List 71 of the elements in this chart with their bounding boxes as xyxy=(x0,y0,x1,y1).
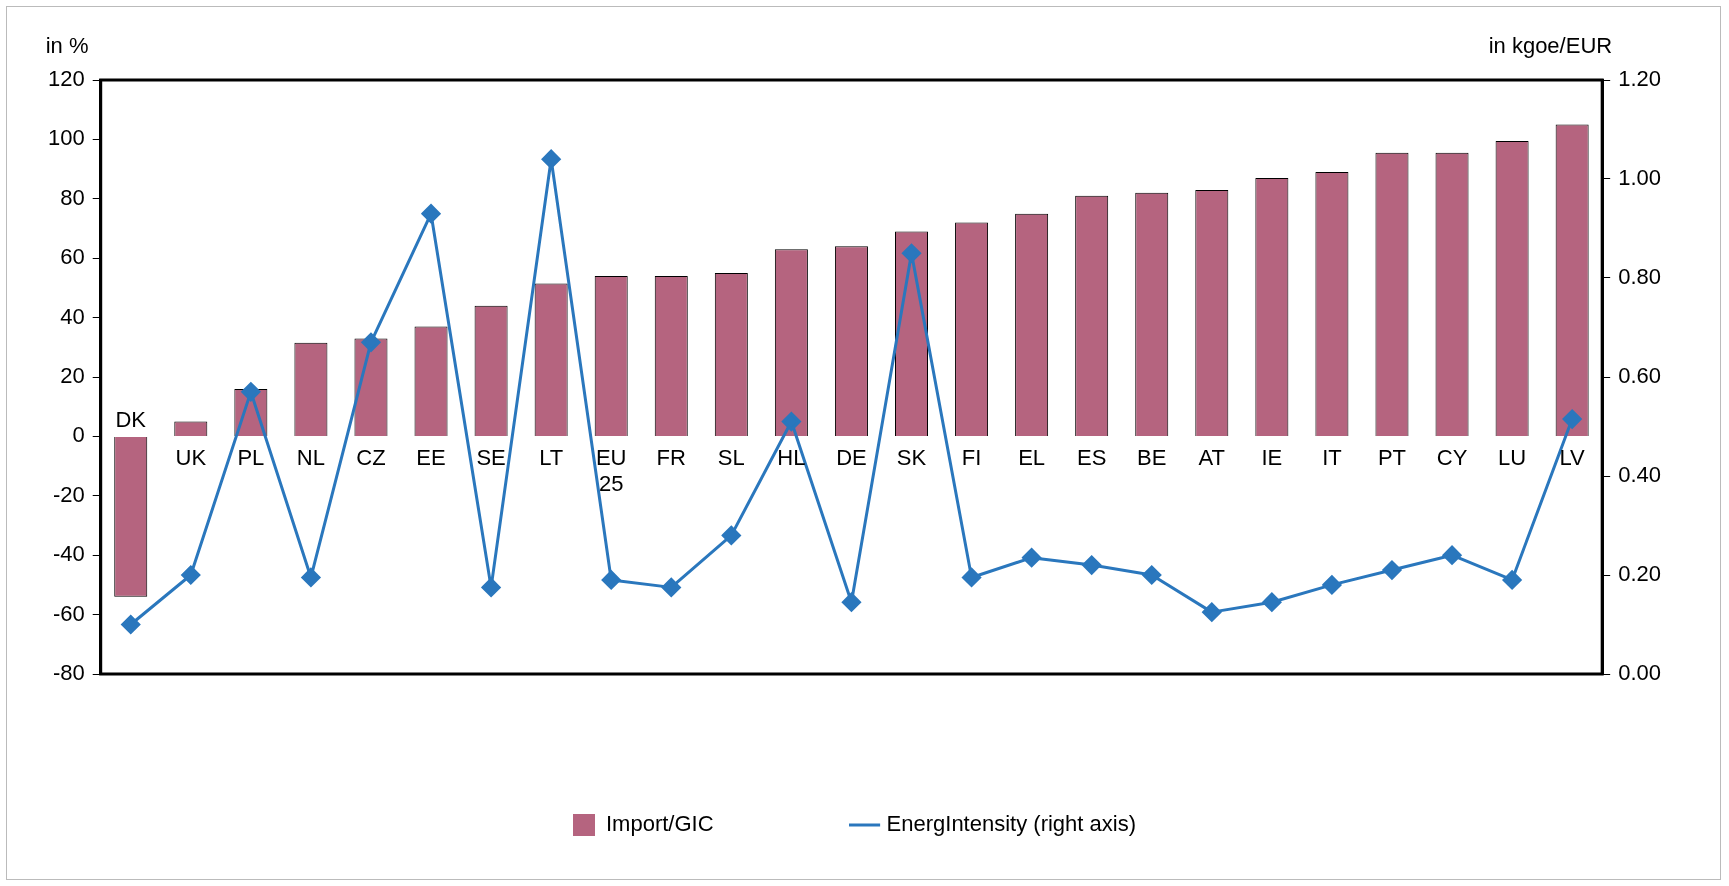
point xyxy=(541,149,561,169)
x-tick-label: SK xyxy=(896,445,927,471)
point xyxy=(121,615,141,634)
point xyxy=(181,565,201,585)
y-tick-label: 20 xyxy=(60,363,85,389)
point xyxy=(1262,592,1282,612)
x-tick-label: EL xyxy=(1018,445,1046,471)
point xyxy=(1142,565,1162,585)
x-tick-label: PL xyxy=(237,445,265,471)
x-tick-label: AT xyxy=(1198,445,1226,471)
x-tick-label: IE xyxy=(1261,445,1283,471)
x-tick-label: ES xyxy=(1077,445,1107,471)
x-tick-label: UK xyxy=(175,445,207,471)
x-tick-label: DE xyxy=(836,445,867,471)
y2-axis-title: in kgoe/EUR xyxy=(1488,33,1613,59)
y2-tick-label: 0.00 xyxy=(1618,660,1662,686)
x-tick-label: LV xyxy=(1559,445,1586,471)
x-tick-label: SE xyxy=(476,445,506,471)
point xyxy=(721,525,741,545)
point xyxy=(1562,409,1582,429)
y2-tick-label: 0.60 xyxy=(1618,363,1662,389)
y-axis-title: in % xyxy=(45,33,89,59)
legend-label: Import/GIC xyxy=(606,811,714,837)
y-tick-label: 100 xyxy=(47,125,85,151)
point xyxy=(1082,555,1102,575)
x-tick-label: LU xyxy=(1498,445,1527,471)
y2-tick-label: 1.20 xyxy=(1618,66,1662,92)
x-tick-label: SL xyxy=(717,445,745,471)
x-tick-label: CY xyxy=(1436,445,1468,471)
point xyxy=(1442,545,1462,565)
x-tick-label: EU 25 xyxy=(595,445,627,497)
point xyxy=(661,577,681,597)
point xyxy=(1022,548,1042,568)
y-tick-label: 60 xyxy=(60,244,85,270)
y2-tick-label: 0.80 xyxy=(1618,264,1662,290)
point xyxy=(301,567,321,587)
y-tick-label: 80 xyxy=(60,184,85,210)
x-tick-label: LT xyxy=(539,445,564,471)
point xyxy=(1202,602,1222,622)
point xyxy=(1322,575,1342,595)
legend-label: EnergIntensity (right axis) xyxy=(886,811,1137,837)
x-tick-label: IT xyxy=(1322,445,1342,471)
point xyxy=(902,243,921,263)
x-tick-label: BE xyxy=(1137,445,1167,471)
x-tick-label: CZ xyxy=(356,445,386,471)
point xyxy=(841,592,861,612)
point xyxy=(1382,560,1402,580)
y-tick-label: -40 xyxy=(52,541,85,567)
point xyxy=(962,567,982,587)
y2-tick-label: 0.40 xyxy=(1618,462,1662,488)
point xyxy=(241,382,261,402)
x-tick-label: NL xyxy=(296,445,325,471)
point xyxy=(601,570,621,590)
y2-tick-label: 1.00 xyxy=(1618,165,1662,191)
point xyxy=(361,332,381,352)
y-tick-label: -60 xyxy=(52,600,85,626)
point xyxy=(481,577,501,597)
point xyxy=(421,204,441,224)
point xyxy=(781,412,801,432)
y2-tick-label: 0.20 xyxy=(1618,561,1662,587)
x-tick-label: FI xyxy=(961,445,982,471)
x-tick-label: DK xyxy=(115,407,147,433)
point xyxy=(1502,570,1522,590)
x-tick-label: PT xyxy=(1377,445,1407,471)
x-tick-label: FR xyxy=(656,445,686,471)
x-tick-label: EE xyxy=(416,445,446,471)
y-tick-label: 120 xyxy=(47,66,85,92)
y-tick-label: -80 xyxy=(52,660,85,686)
y-tick-label: -20 xyxy=(52,481,85,507)
y-tick-label: 40 xyxy=(60,303,85,329)
y-tick-label: 0 xyxy=(72,422,85,448)
